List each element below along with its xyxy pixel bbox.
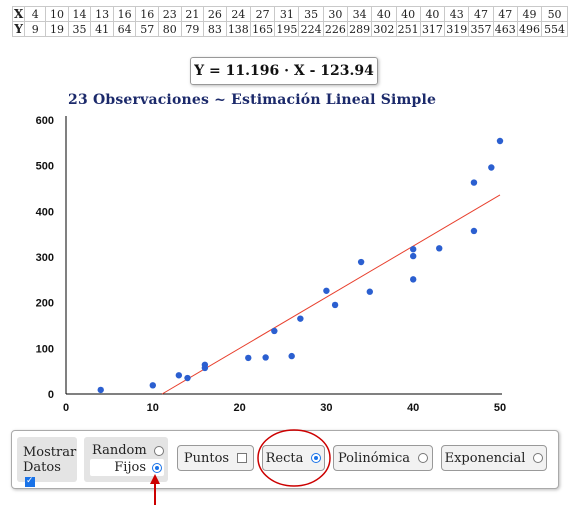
polinomica-radio[interactable] — [418, 453, 429, 463]
random-radio[interactable] — [154, 445, 164, 456]
y-value-cell: 41 — [90, 21, 114, 37]
x-tick-label: 10 — [147, 402, 159, 414]
data-point — [366, 288, 373, 295]
data-point — [288, 352, 295, 360]
exponencial-button[interactable]: Exponencial — [441, 445, 547, 471]
x-value-cell: 47 — [468, 6, 494, 22]
data-point — [271, 327, 278, 335]
y-tick-label: 0 — [48, 389, 54, 401]
y-value-cell: 226 — [322, 21, 349, 37]
y-tick-label: 500 — [36, 161, 54, 173]
y-value-cell: 554 — [541, 21, 568, 37]
puntos-label: Puntos — [183, 450, 230, 466]
y-value-cell: 9 — [24, 21, 47, 37]
recta-button[interactable]: Recta — [262, 445, 325, 471]
x-value-cell: 35 — [298, 6, 324, 22]
data-point — [262, 354, 269, 361]
recta-label: Recta — [265, 450, 304, 466]
y-value-cell: 138 — [225, 21, 251, 37]
data-point — [331, 301, 339, 309]
x-value-cell: 50 — [541, 6, 568, 22]
data-table: X 4 10 14 13 16 16 23 21 26 24 27 31 35 30 34 40 40 40 43 47… — [11, 6, 568, 37]
x-tick-label: 50 — [494, 402, 506, 414]
data-point — [184, 374, 191, 382]
y-tick-label: 300 — [36, 252, 54, 264]
data-point — [149, 382, 156, 389]
y-value-cell: 64 — [112, 21, 137, 37]
fijos-radio[interactable] — [152, 462, 162, 473]
x-value-cell: 10 — [45, 6, 69, 22]
x-tick-label: 40 — [407, 402, 419, 414]
y-value-cell: 317 — [419, 21, 446, 37]
mostrar-datos-box[interactable]: Mostrar Datos — [17, 437, 77, 489]
y-value-cell: 83 — [203, 21, 227, 37]
x-value-cell: 26 — [203, 6, 227, 22]
data-point — [470, 227, 478, 235]
y-value-cell: 463 — [492, 21, 518, 37]
x-row: X 4 10 14 13 16 16 23 21 26 24 27 31 35 30 34 40 40 40 43 47… — [11, 6, 568, 22]
data-point — [410, 246, 417, 253]
data-point — [436, 245, 443, 252]
y-tick-label: 100 — [36, 343, 54, 355]
data-source-group: Random Fijos — [84, 437, 168, 482]
y-tick-label: 200 — [36, 298, 54, 310]
data-point — [357, 258, 365, 266]
x-value-cell: 21 — [180, 6, 205, 22]
regression-line — [161, 194, 501, 395]
y-value-cell: 496 — [516, 21, 543, 37]
x-value-cell: 49 — [516, 6, 543, 22]
y-value-cell: 79 — [180, 21, 205, 37]
y-row: Y 9 19 35 41 64 57 80 79 83 138 165 195 224 226 289 302 2… — [11, 21, 568, 37]
y-value-cell: 224 — [298, 21, 324, 37]
y-tick-label: 400 — [36, 206, 54, 218]
recta-radio[interactable] — [311, 453, 322, 463]
y-value-cell: 57 — [135, 21, 159, 37]
x-tick-label: 0 — [63, 402, 69, 414]
y-row-label: Y — [11, 21, 26, 37]
data-point — [97, 386, 104, 394]
fijos-option[interactable]: Fijos — [90, 459, 164, 476]
data-point — [323, 287, 330, 294]
y-value-cell: 19 — [45, 21, 69, 37]
chart-title: 23 Observaciones ~ Estimación Lineal Sim… — [68, 92, 437, 108]
puntos-button[interactable]: Puntos — [177, 445, 254, 471]
mostrar-datos-checkbox[interactable] — [25, 474, 35, 489]
x-tick-label: 20 — [233, 402, 245, 414]
datos-label-text: Datos — [23, 460, 61, 475]
y-value-cell: 357 — [468, 21, 494, 37]
y-value-cell: 289 — [347, 21, 373, 37]
data-point — [470, 179, 478, 186]
random-label: Random — [92, 443, 147, 458]
x-value-cell: 14 — [67, 6, 92, 22]
puntos-checkbox[interactable] — [237, 453, 248, 463]
equation-box: Y = 11.196 · X - 123.94 — [190, 57, 378, 85]
exponencial-label: Exponencial — [444, 450, 526, 466]
data-point — [488, 164, 495, 171]
fijos-label: Fijos — [114, 460, 146, 475]
y-value-cell: 165 — [249, 21, 276, 37]
data-point — [175, 372, 183, 379]
data-point — [410, 252, 417, 260]
polinomica-button[interactable]: Polinómica — [333, 445, 433, 471]
data-point — [410, 276, 417, 283]
y-value-cell: 80 — [158, 21, 182, 37]
y-tick-label: 600 — [36, 115, 54, 127]
data-point — [297, 315, 304, 322]
data-point — [245, 354, 252, 362]
random-option[interactable]: Random — [92, 443, 164, 458]
polinomica-label: Polinómica — [337, 450, 411, 466]
mostrar-label: Mostrar — [23, 445, 77, 460]
y-value-cell: 302 — [371, 21, 397, 37]
data-point — [201, 364, 209, 372]
data-point — [496, 137, 504, 145]
x-tick-label: 30 — [320, 402, 332, 414]
exponencial-radio[interactable] — [533, 453, 544, 463]
